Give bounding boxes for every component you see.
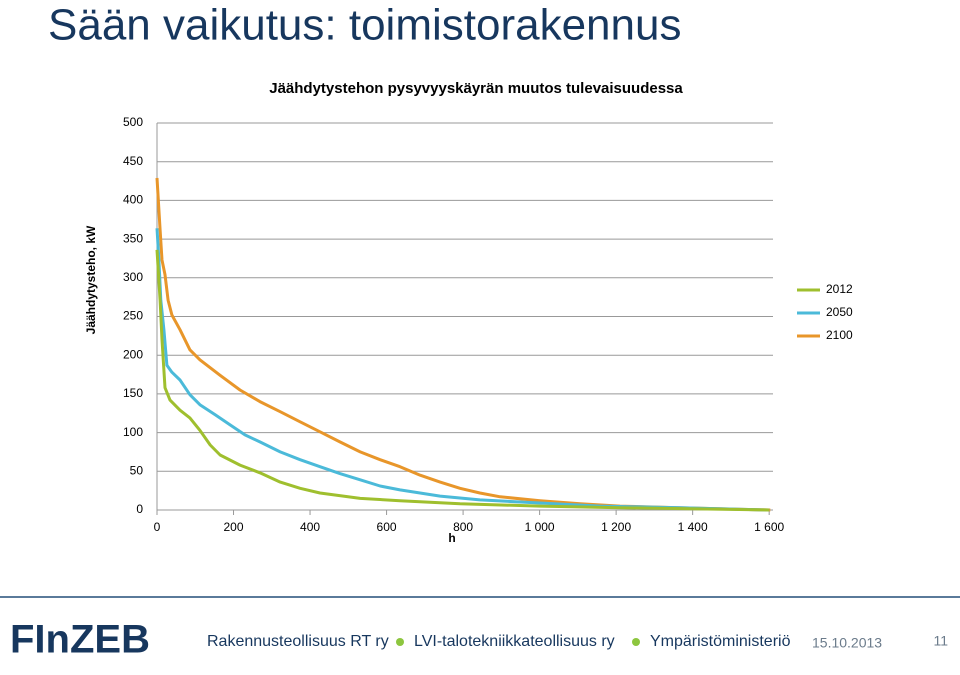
chart-title: Jäähdytystehon pysyvyyskäyrän muutos tul… <box>269 80 683 97</box>
footer-dot <box>632 638 640 646</box>
y-axis-label: Jäähdytysteho, kW <box>84 225 98 334</box>
legend-label: 2100 <box>826 328 853 342</box>
x-tick-label: 600 <box>377 520 397 534</box>
y-tick-label: 0 <box>136 502 143 516</box>
x-axis-label: h <box>448 531 455 545</box>
series-line <box>155 249 770 512</box>
footer-item: Ympäristöministeriö <box>650 633 791 650</box>
series-line <box>155 228 770 512</box>
x-tick-label: 400 <box>300 520 320 534</box>
footer-date: 15.10.2013 <box>812 635 882 651</box>
x-tick-label: 1 000 <box>525 520 555 534</box>
footer-logo: FInZEB <box>10 618 150 662</box>
x-tick-label: 0 <box>154 520 161 534</box>
y-tick-label: 450 <box>123 154 143 168</box>
x-tick-label: 1 200 <box>601 520 631 534</box>
page-number: 11 <box>933 633 948 649</box>
footer-item: LVI-talotekniikkateollisuus ry <box>414 633 615 650</box>
y-tick-label: 500 <box>123 115 143 129</box>
x-tick-label: 1 600 <box>754 520 784 534</box>
x-tick-label: 800 <box>453 520 473 534</box>
y-tick-label: 150 <box>123 386 143 400</box>
y-tick-label: 250 <box>123 309 143 323</box>
slide-title: Sään vaikutus: toimistorakennus <box>48 1 681 50</box>
y-tick-label: 350 <box>123 231 143 245</box>
y-tick-label: 50 <box>130 463 144 477</box>
y-tick-label: 400 <box>123 193 143 207</box>
series-line <box>155 177 771 512</box>
x-tick-label: 200 <box>224 520 244 534</box>
y-tick-label: 100 <box>123 425 143 439</box>
legend-label: 2012 <box>826 282 853 296</box>
legend-label: 2050 <box>826 305 853 319</box>
x-tick-label: 1 400 <box>678 520 708 534</box>
y-tick-label: 300 <box>123 270 143 284</box>
y-tick-label: 200 <box>123 347 143 361</box>
footer-dot <box>396 638 404 646</box>
footer-item: Rakennusteollisuus RT ry <box>207 633 389 650</box>
